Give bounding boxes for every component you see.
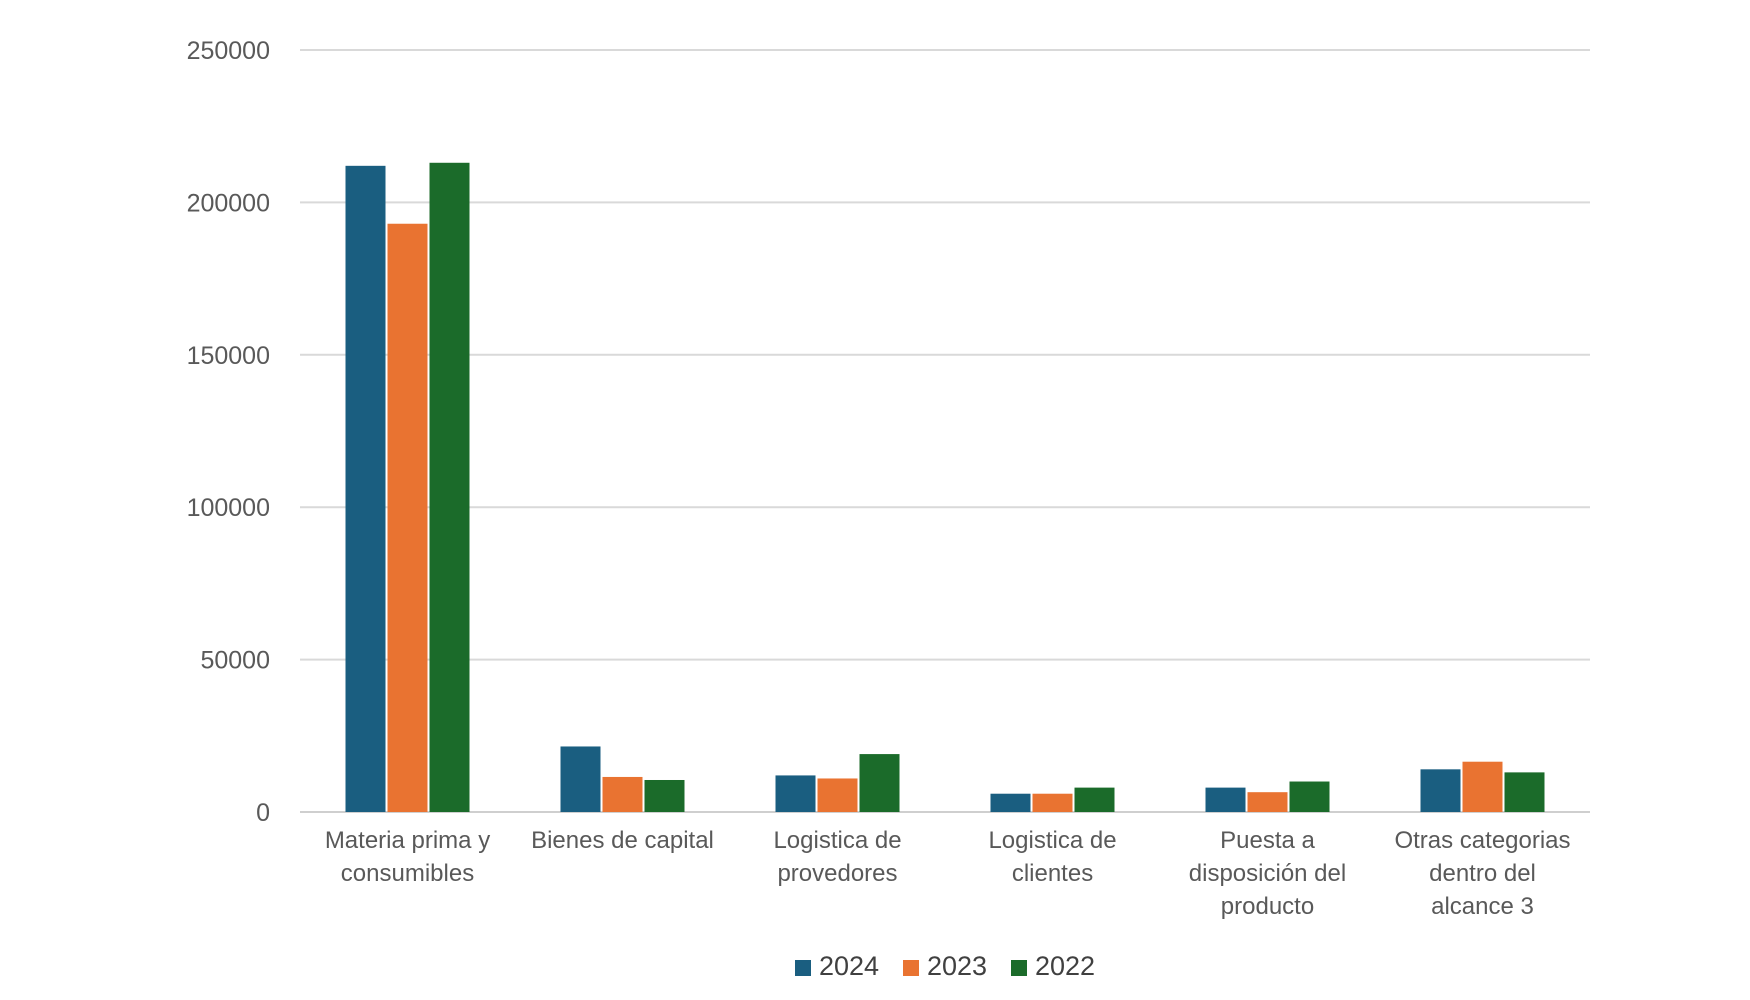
legend-swatch	[903, 960, 919, 976]
x-category-label: Bienes de capital	[531, 827, 714, 854]
bar-2023-cat-1	[602, 776, 643, 812]
x-category-label: Logistica de clientes	[988, 827, 1116, 887]
y-tick-label: 50000	[200, 647, 270, 675]
legend-item-2022: 2022	[1011, 951, 1095, 981]
legend-swatch	[795, 960, 811, 976]
x-category-label-line: Materia prima y	[325, 827, 490, 854]
x-category-label-line: alcance 3	[1431, 893, 1534, 920]
legend-item-2023: 2023	[903, 951, 987, 981]
bar-2022-cat-2	[859, 754, 900, 812]
bar-2023-cat-5	[1462, 761, 1503, 812]
y-tick-label: 200000	[187, 189, 270, 217]
gridlines	[300, 49, 1590, 813]
legend-label: 2024	[819, 951, 879, 981]
x-category-label-line: disposición del	[1189, 860, 1346, 887]
bar-2022-cat-1	[644, 779, 685, 812]
bar-2024-cat-3	[990, 793, 1031, 812]
legend-item-2024: 2024	[795, 951, 879, 981]
bar-2024-cat-1	[560, 746, 601, 812]
y-tick-label: 250000	[187, 37, 270, 65]
x-category-label: Materia prima y consumibles	[325, 827, 490, 887]
x-category-label-line: Logistica de	[988, 827, 1116, 854]
bars	[345, 162, 1545, 813]
x-category-label: Logistica de provedores	[773, 827, 901, 887]
bar-2024-cat-2	[775, 775, 816, 812]
x-category-label-line: Bienes de capital	[531, 827, 714, 854]
x-category-label-line: clientes	[1012, 860, 1093, 887]
bar-2022-cat-5	[1504, 772, 1545, 812]
bar-2023-cat-3	[1032, 793, 1073, 812]
bar-2022-cat-4	[1289, 781, 1330, 812]
bar-2024-cat-5	[1420, 769, 1461, 812]
x-category-label-line: Puesta a	[1220, 827, 1315, 854]
x-category-label-line: Otras categorias	[1394, 827, 1570, 854]
x-category-label-line: producto	[1221, 893, 1314, 920]
y-tick-label: 0	[256, 799, 270, 827]
x-category-label-line: provedores	[777, 860, 897, 887]
legend-swatch	[1011, 960, 1027, 976]
x-category-label: Otras categorias dentro del alcance 3	[1394, 827, 1570, 920]
x-category-label: Puesta a disposición del producto	[1189, 827, 1346, 920]
x-category-label-line: consumibles	[341, 860, 474, 887]
legend-label: 2022	[1035, 951, 1095, 981]
bar-2024-cat-0	[345, 165, 386, 813]
y-axis-tick-labels: 0 50000 100000 150000 200000 250000	[187, 37, 270, 827]
legend-label: 2023	[927, 951, 987, 981]
y-tick-label: 100000	[187, 494, 270, 522]
legend: 2024 2023 2022	[795, 951, 1095, 981]
x-category-label-line: Logistica de	[773, 827, 901, 854]
bar-2022-cat-0	[429, 162, 470, 812]
x-category-label-line: dentro del	[1429, 860, 1536, 887]
x-axis-category-labels: Materia prima y consumibles Bienes de capi…	[325, 827, 1571, 920]
bar-2023-cat-4	[1247, 792, 1288, 812]
bar-2023-cat-2	[817, 778, 858, 812]
bar-2023-cat-0	[387, 223, 428, 813]
bar-2022-cat-3	[1074, 787, 1115, 812]
bar-2024-cat-4	[1205, 787, 1246, 812]
y-tick-label: 150000	[187, 342, 270, 370]
